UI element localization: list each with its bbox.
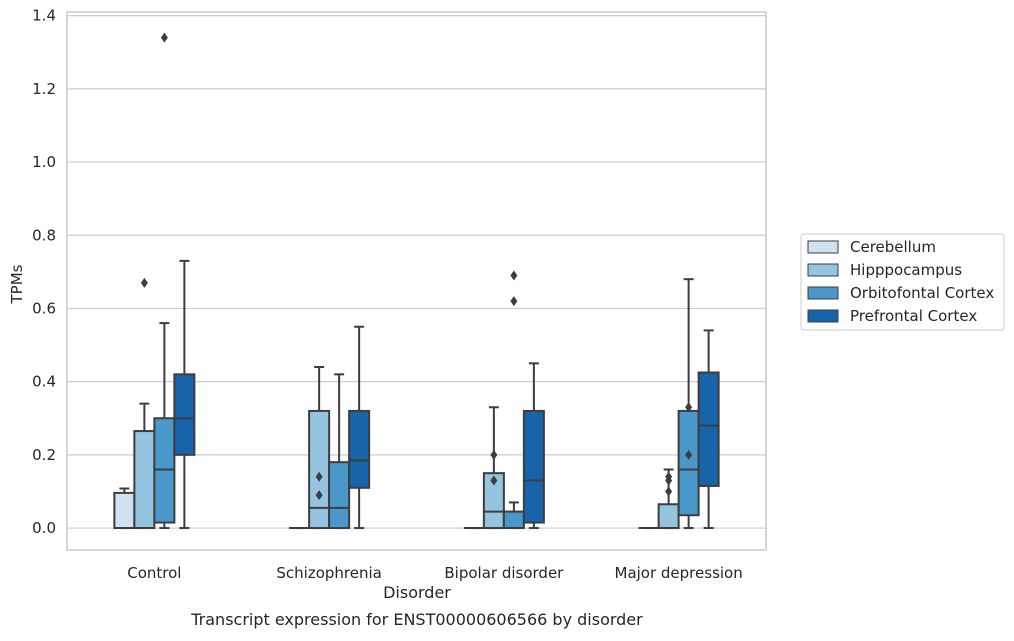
y-tick-label: 0.0 — [32, 519, 56, 537]
box-body — [348, 409, 371, 489]
box-body — [677, 409, 700, 517]
y-tick-label: 0.8 — [32, 226, 56, 244]
plot-area — [113, 32, 720, 530]
box-cerebellum — [113, 487, 136, 530]
legend-swatch — [807, 263, 839, 277]
legend-label: Cerebellum — [850, 238, 936, 256]
box-body — [133, 430, 156, 530]
legend-label: Prefrontal Cortex — [850, 307, 977, 325]
y-tick-label: 1.2 — [32, 80, 56, 98]
y-tick-label: 0.2 — [32, 446, 56, 464]
y-axis-label: TPMs — [8, 264, 26, 304]
box-body — [522, 409, 545, 524]
box-orbitofontal-cortex — [502, 270, 525, 530]
outlier-point — [685, 449, 693, 460]
outlier-point — [140, 277, 148, 288]
box-body — [502, 510, 525, 530]
legend-swatch — [807, 309, 839, 323]
box-prefrontal-cortex — [697, 329, 720, 530]
y-tick-label: 1.4 — [32, 7, 56, 25]
plot-frame — [66, 11, 767, 551]
x-tick-label: Schizophrenia — [276, 564, 381, 582]
outlier-point — [665, 486, 673, 497]
box-body — [482, 472, 505, 530]
box-hipppocampus — [133, 277, 156, 530]
y-tick-label: 0.4 — [32, 373, 56, 391]
x-tick-label: Bipolar disorder — [444, 564, 564, 582]
outlier-point — [510, 270, 518, 281]
box-orbitofontal-cortex — [153, 32, 176, 530]
figure-caption: Transcript expression for ENST0000060656… — [190, 610, 643, 629]
y-tick-label: 0.6 — [32, 299, 56, 317]
outlier-point — [315, 490, 323, 501]
y-tick-labels: 0.0 0.2 0.4 0.6 0.8 1.0 1.2 1.4 — [32, 7, 56, 537]
outlier-point — [490, 449, 498, 460]
box-body — [173, 373, 196, 456]
outlier-point — [685, 402, 693, 413]
box-body — [308, 409, 331, 530]
box-prefrontal-cortex — [348, 325, 371, 530]
box-body — [657, 503, 680, 530]
legend: Cerebellum Hipppocampus Orbitofontal Corte… — [800, 233, 1005, 331]
box-prefrontal-cortex — [173, 259, 196, 530]
box-hipppocampus — [482, 406, 505, 530]
outlier-point — [490, 475, 498, 486]
legend-label: Orbitofontal Cortex — [850, 284, 994, 302]
x-axis-label: Disorder — [383, 583, 451, 602]
box-orbitofontal-cortex — [328, 373, 351, 530]
y-tick-label: 1.0 — [32, 153, 56, 171]
box-body — [697, 371, 720, 487]
x-tick-labels: Control Schizophrenia Bipolar disorder Majo… — [127, 564, 742, 582]
legend-label: Hipppocampus — [850, 261, 962, 279]
box-prefrontal-cortex — [522, 362, 545, 530]
x-tick-label: Major depression — [615, 564, 743, 582]
legend-frame — [800, 233, 1005, 331]
outlier-point — [665, 475, 673, 486]
outlier-point — [315, 471, 323, 482]
outlier-point — [510, 296, 518, 307]
x-tick-label: Control — [127, 564, 181, 582]
outlier-point — [160, 32, 168, 43]
box-orbitofontal-cortex — [677, 278, 700, 530]
legend-swatch — [807, 286, 839, 300]
legend-swatch — [807, 240, 839, 254]
box-hipppocampus — [308, 366, 331, 530]
box-body — [328, 461, 351, 530]
box-hipppocampus — [657, 468, 680, 530]
box-body — [113, 491, 136, 530]
